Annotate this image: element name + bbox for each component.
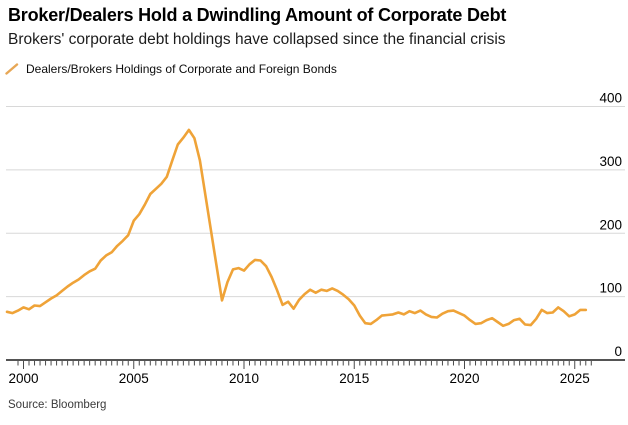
chart-title: Broker/Dealers Hold a Dwindling Amount o… bbox=[8, 5, 507, 25]
legend: Dealers/Brokers Holdings of Corporate an… bbox=[5, 61, 337, 77]
x-axis-label-2005: 2005 bbox=[119, 371, 149, 386]
y-axis-label-200: 200 bbox=[599, 217, 622, 232]
y-axis-label-100: 100 bbox=[599, 281, 622, 296]
y-axis-label-300: 300 bbox=[599, 154, 622, 169]
x-axis-label-2000: 2000 bbox=[8, 371, 38, 386]
x-axis-label-2020: 2020 bbox=[449, 371, 479, 386]
legend-line-swatch-icon bbox=[5, 62, 20, 76]
y-axis-label-400: 400 bbox=[599, 91, 622, 106]
y-axis-label-0: 0 bbox=[614, 344, 622, 359]
chart-subtitle: Brokers' corporate debt holdings have co… bbox=[8, 31, 506, 48]
x-axis-label-2010: 2010 bbox=[229, 371, 259, 386]
legend-swatch-line bbox=[5, 63, 19, 75]
legend-label: Dealers/Brokers Holdings of Corporate an… bbox=[26, 62, 337, 76]
data-line-series bbox=[5, 128, 588, 328]
source-attribution: Source: Bloomberg bbox=[8, 399, 107, 411]
x-axis-label-2025: 2025 bbox=[560, 371, 590, 386]
x-axis-label-2015: 2015 bbox=[339, 371, 369, 386]
